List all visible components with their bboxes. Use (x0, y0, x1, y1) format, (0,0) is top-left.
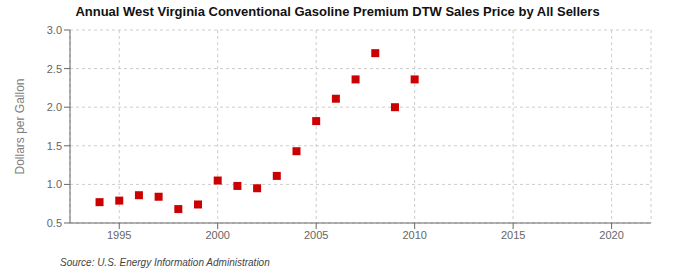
svg-text:2.0: 2.0 (47, 101, 62, 113)
svg-text:Dollars per Gallon: Dollars per Gallon (13, 78, 27, 174)
svg-text:2.5: 2.5 (47, 63, 62, 75)
html-text:Source: U.S. Energy Informatio: Source: U.S. Energy Information Administ… (60, 257, 270, 268)
svg-text:0.5: 0.5 (47, 217, 62, 229)
svg-text:2005: 2005 (304, 229, 328, 241)
svg-text:3.0: 3.0 (47, 24, 62, 36)
svg-text:1.0: 1.0 (47, 178, 62, 190)
html-text:Annual West Virginia Conventio: Annual West Virginia Conventional Gasoli… (75, 4, 600, 19)
svg-text:2010: 2010 (402, 229, 426, 241)
svg-text:2020: 2020 (599, 229, 623, 241)
svg-text:2015: 2015 (501, 229, 525, 241)
svg-text:2000: 2000 (205, 229, 229, 241)
svg-text:1995: 1995 (107, 229, 131, 241)
svg-text:1.5: 1.5 (47, 140, 62, 152)
